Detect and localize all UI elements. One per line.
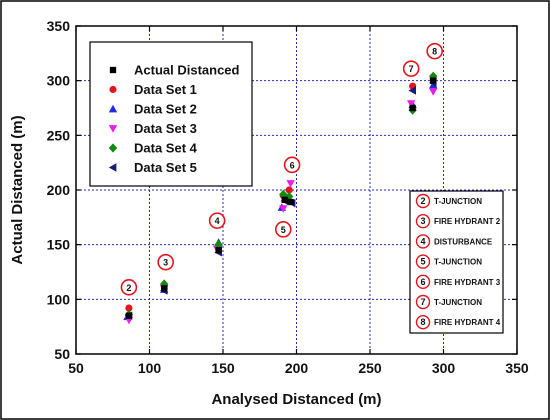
y-tick-label: 350 [47, 18, 71, 34]
y-tick-label: 200 [47, 182, 71, 198]
data-set-3-point [429, 88, 438, 96]
y-tick-label: 100 [47, 291, 71, 307]
callout-circle [426, 42, 443, 60]
actual-distanced-point [287, 198, 294, 206]
x-tick-label: 200 [285, 360, 309, 376]
data-set-3-point [279, 205, 288, 213]
actual-distanced-point [161, 285, 168, 292]
callout-number: 5 [281, 225, 286, 235]
callout-number: 6 [290, 160, 295, 170]
data-set-3-point [406, 100, 416, 108]
annotation-label: T-JUNCTION [434, 298, 482, 307]
actual-distanced-point [125, 312, 133, 319]
annotation-number: 3 [420, 216, 425, 226]
callout-circle [283, 156, 301, 174]
annotation-circle [415, 274, 431, 289]
annotation-label: T-JUNCTION [434, 197, 482, 206]
annotation-label: FIRE HYDRANT 3 [434, 278, 501, 287]
annotation-number: 2 [420, 196, 425, 206]
legend-label: Actual Distanced [134, 63, 240, 78]
callout-circle [157, 253, 174, 271]
annotation-number: 4 [420, 236, 425, 246]
x-tick-label: 350 [505, 360, 529, 376]
annotation-circle [415, 254, 431, 269]
legend-label: Data Set 4 [134, 141, 198, 156]
x-axis-title: Analysed Distanced (m) [211, 391, 381, 408]
legend-marker [108, 125, 118, 133]
data-set-4-point [214, 240, 223, 250]
callout-number: 2 [126, 283, 131, 293]
legend-label: Data Set 3 [134, 121, 197, 136]
data-set-1-point [285, 186, 293, 194]
legend-box [89, 41, 253, 187]
legend-label: Data Set 5 [134, 160, 197, 175]
data-set-5-point [408, 86, 416, 95]
y-tick-label: 150 [47, 237, 71, 253]
annotation-number: 6 [420, 277, 425, 287]
callout-circle [208, 212, 226, 229]
legend-marker [108, 163, 117, 172]
callout-circle [120, 279, 138, 296]
annotation-number: 8 [420, 317, 425, 327]
callout-number: 4 [215, 216, 220, 226]
annotation-circle [415, 234, 431, 249]
y-axis-title: Actual Distanced (m) [9, 115, 26, 264]
x-tick-label: 250 [358, 360, 382, 376]
annotation-circle [415, 315, 431, 330]
legend-marker [109, 66, 117, 74]
annotation-label: FIRE HYDRANT 2 [434, 217, 501, 226]
x-tick-label: 100 [138, 360, 162, 376]
annotation-label: DISTURBANCE [434, 237, 493, 246]
y-tick-label: 250 [47, 127, 71, 143]
annotation-number: 5 [420, 257, 425, 267]
callout-circle [274, 221, 292, 238]
point-callouts: 2 3 4 5 6 7 8 [120, 42, 443, 296]
x-tick-label: 300 [432, 360, 456, 376]
legend-label: Data Set 1 [134, 82, 197, 97]
legend-label: Data Set 2 [134, 102, 197, 117]
actual-distanced-point [215, 246, 222, 254]
y-tick-label: 50 [54, 346, 70, 362]
legend-marker [108, 104, 118, 113]
actual-distanced-point [409, 104, 416, 112]
annotation-circle [415, 294, 431, 310]
actual-distanced-point [430, 77, 437, 84]
actual-distanced-point [281, 196, 288, 203]
annotation-label: FIRE HYDRANT 4 [434, 318, 501, 327]
data-points [123, 71, 438, 325]
callout-number: 7 [409, 64, 414, 74]
annotation-label: T-JUNCTION [434, 258, 482, 267]
callout-number: 3 [163, 258, 168, 268]
data-set-1-point [125, 304, 133, 312]
x-tick-label: 50 [68, 360, 84, 376]
callout-number: 8 [432, 47, 437, 57]
series-legend: Actual Distanced Data Set 1 Data Set 2 Data… [89, 41, 253, 187]
legend-marker [109, 85, 117, 94]
callout-circle [402, 60, 420, 77]
legend-marker [108, 143, 118, 153]
annotation-number: 7 [420, 297, 425, 307]
axis-ticks: 50 100 150 200 250 300 350 50 100 150 200 250 300 350 [47, 18, 529, 376]
annotation-circle [415, 213, 431, 229]
annotation-circle [415, 193, 431, 209]
x-tick-label: 150 [211, 360, 235, 376]
data-set-3-point [286, 180, 295, 188]
y-tick-label: 300 [47, 73, 71, 89]
